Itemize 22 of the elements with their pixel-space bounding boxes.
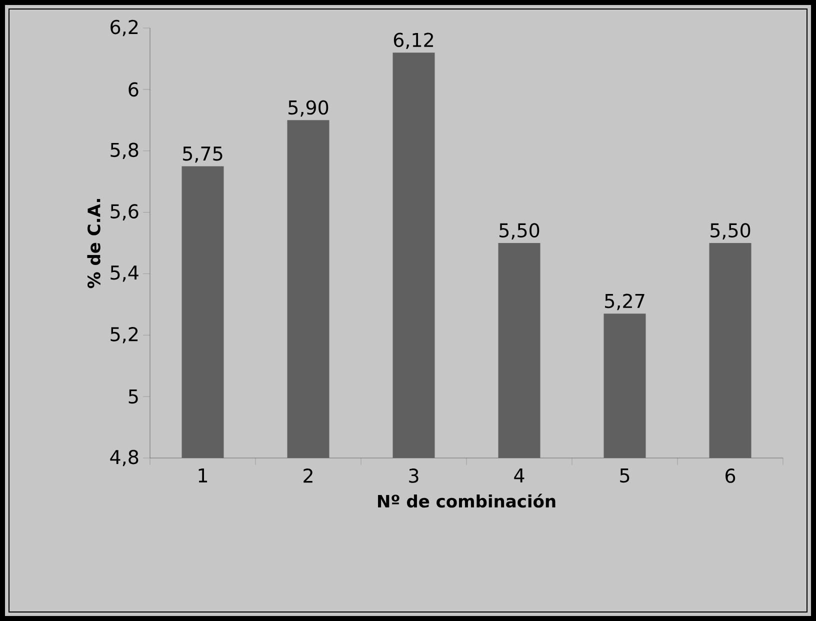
data-label: 6,12 (394, 32, 433, 50)
y-tick-label: 5,6 (110, 204, 138, 220)
x-tick-label: 3 (409, 468, 418, 483)
data-label: 5,50 (710, 223, 750, 240)
x-tick-label: 6 (726, 468, 736, 483)
y-tick-label: 5 (128, 390, 138, 404)
y-axis-title: % de C.A. (87, 199, 100, 288)
x-tick-label: 2 (304, 468, 312, 483)
data-label: 5,90 (288, 100, 328, 117)
y-tick-label: 5,2 (110, 326, 138, 344)
x-axis-title: Nº de combinación (378, 494, 556, 508)
y-tick-label: 5,8 (110, 142, 138, 160)
data-label: 5,75 (183, 146, 222, 163)
x-tick-label: 4 (514, 468, 524, 482)
y-tick-label: 6,2 (110, 20, 138, 36)
y-tick-label: 6 (128, 82, 138, 97)
y-tick-label: 4,8 (110, 450, 138, 466)
x-tick-label: 5 (620, 468, 630, 483)
data-label: 5,27 (605, 294, 644, 310)
x-tick-label: 1 (198, 468, 208, 482)
y-tick-label: 5,4 (110, 266, 138, 282)
data-label: 5,50 (500, 223, 540, 240)
